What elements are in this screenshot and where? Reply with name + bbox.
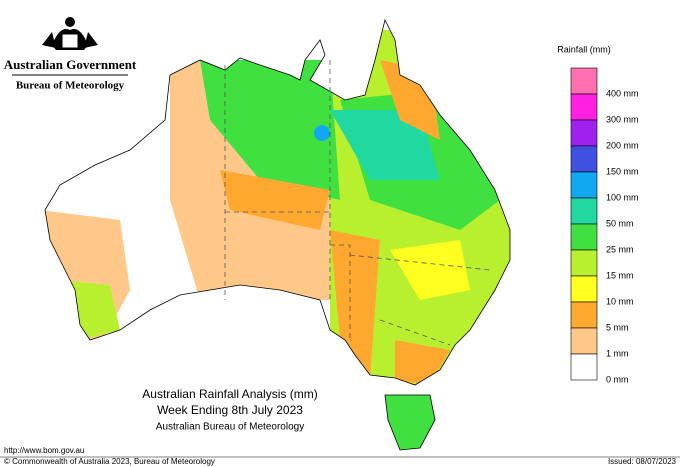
legend-label: 15 mm [606,270,634,280]
legend-label: 400 mm [606,88,639,98]
legend-label: 1 mm [606,348,629,358]
map-title: Australian Rainfall Analysis (mm) [142,387,317,401]
legend-label: 0 mm [606,374,629,384]
legend-swatch [570,275,598,303]
legend: 400 mm 300 mm 200 mm 150 mm 100 mm 50 mm 25 mm… [570,67,639,384]
map-subtitle: Week Ending 8th July 2023 [157,403,303,417]
legend-swatch [570,353,598,381]
crest [42,17,98,50]
legend-swatch [570,197,598,225]
legend-swatch [570,223,598,251]
legend-label: 100 mm [606,192,639,202]
government: Australian Government [4,57,137,72]
issued: Issued: 08/07/2023 [608,457,677,466]
copyright: © Commonwealth of Australia 2023, Bureau… [4,457,215,466]
coastline [44,18,511,451]
legend-swatch [570,301,598,329]
legend-swatch [570,67,598,95]
legend-label: 300 mm [606,114,639,124]
legend-title: Rainfall (mm) [557,44,611,54]
agency: Bureau of Meteorology [16,80,125,92]
legend-label: 10 mm [606,296,634,306]
legend-swatch [570,145,598,173]
legend-label: 150 mm [606,166,639,176]
state-borders [224,60,491,346]
legend-swatch [570,327,598,355]
legend-swatch [570,119,598,147]
legend-swatch [570,93,598,121]
url: http://www.bom.gov.au [4,446,84,455]
legend-label: 200 mm [606,140,639,150]
legend-label: 25 mm [606,244,634,254]
map-source: Australian Bureau of Meteorology [156,422,304,433]
legend-swatch [570,171,598,199]
legend-label: 5 mm [606,322,629,332]
legend-swatch [570,249,598,277]
legend-label: 50 mm [606,218,634,228]
